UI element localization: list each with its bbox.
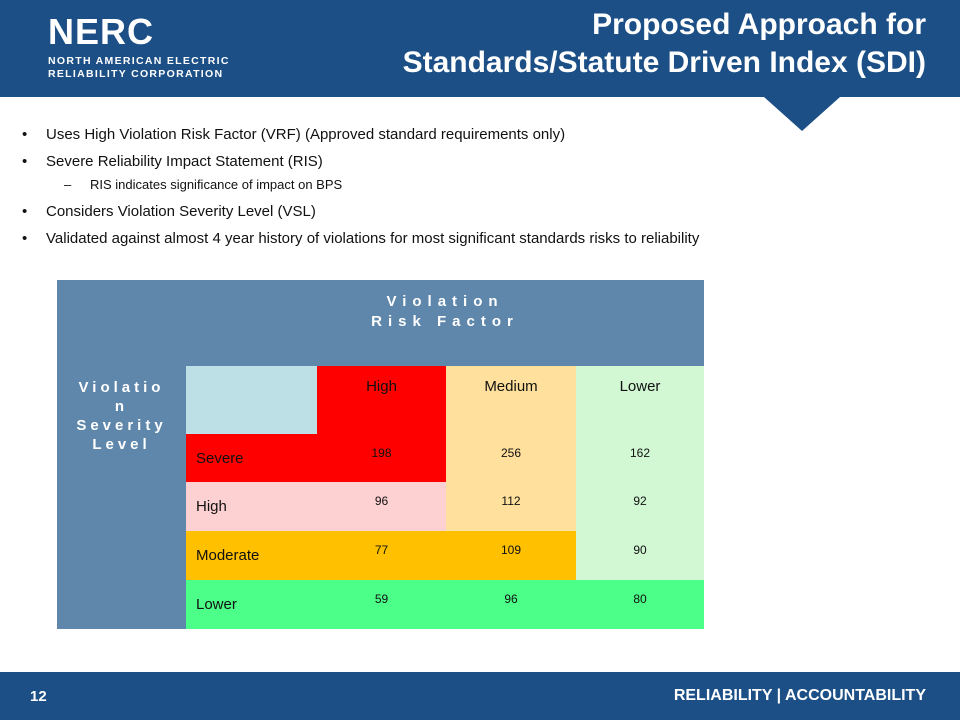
table-cell: 162 xyxy=(576,434,704,482)
title-line-2: Standards/Statute Driven Index (SDI) xyxy=(402,46,926,79)
page-number: 12 xyxy=(30,688,47,705)
logo-line-1: NORTH AMERICAN ELECTRIC xyxy=(48,55,230,67)
bullet-item: Uses High Violation Risk Factor (VRF) (A… xyxy=(22,126,922,144)
logo-wordmark: NERC xyxy=(48,11,155,52)
bullet-list: Uses High Violation Risk Factor (VRF) (A… xyxy=(22,126,922,257)
table-cell: 90 xyxy=(576,531,704,580)
row-label-moderate: Moderate xyxy=(186,531,317,580)
table-cell: 96 xyxy=(446,580,576,629)
column-header-high: High xyxy=(317,366,446,434)
slide-title: Proposed Approach for Standards/Statute … xyxy=(403,6,926,82)
table-cell: 198 xyxy=(317,434,446,482)
footer-tagline: RELIABILITY | ACCOUNTABILITY xyxy=(673,687,926,704)
column-header-medium: Medium xyxy=(446,366,576,434)
column-header-blank xyxy=(186,366,317,434)
vsl-header-line-4: Level xyxy=(92,436,151,453)
vsl-header-line-1: Violatio xyxy=(78,379,165,396)
vsl-header: Violatio n Severity Level xyxy=(57,366,186,629)
column-header-lower: Lower xyxy=(576,366,704,434)
slide-header: NERC NORTH AMERICAN ELECTRIC RELIABILITY… xyxy=(0,0,960,131)
row-label-lower: Lower xyxy=(186,580,317,629)
vrf-header-line-2: Risk Factor xyxy=(371,313,519,330)
table-cell: 96 xyxy=(317,482,446,531)
slide-footer: 12 RELIABILITY | ACCOUNTABILITY xyxy=(0,672,960,720)
table-cell: 109 xyxy=(446,531,576,580)
sdi-matrix: Violation Risk Factor Violatio n Severit… xyxy=(57,280,704,629)
bullet-item: Considers Violation Severity Level (VSL) xyxy=(22,203,922,221)
title-line-1: Proposed Approach for xyxy=(592,8,926,41)
vsl-header-line-3: Severity xyxy=(76,417,167,434)
sub-bullet-item: RIS indicates significance of impact on … xyxy=(22,176,922,194)
bullet-item: Validated against almost 4 year history … xyxy=(22,230,922,248)
table-cell: 80 xyxy=(576,580,704,629)
table-cell: 256 xyxy=(446,434,576,482)
logo-line-2: RELIABILITY CORPORATION xyxy=(48,68,224,80)
table-cell: 112 xyxy=(446,482,576,531)
row-label-severe: Severe xyxy=(186,434,317,482)
vrf-header-line-1: Violation xyxy=(386,293,504,310)
corner-cell xyxy=(57,280,186,366)
nerc-logo: NERC NORTH AMERICAN ELECTRIC RELIABILITY… xyxy=(48,12,248,82)
vrf-header: Violation Risk Factor xyxy=(186,280,704,366)
vsl-header-line-2: n xyxy=(114,398,129,415)
table-cell: 92 xyxy=(576,482,704,531)
bullet-item: Severe Reliability Impact Statement (RIS… xyxy=(22,153,922,171)
row-label-high: High xyxy=(186,482,317,531)
table-cell: 77 xyxy=(317,531,446,580)
table-cell: 59 xyxy=(317,580,446,629)
